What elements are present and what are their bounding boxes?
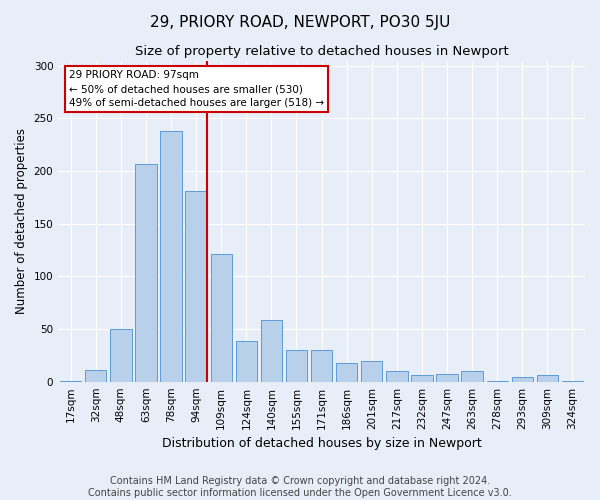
Bar bbox=[411, 376, 433, 382]
X-axis label: Distribution of detached houses by size in Newport: Distribution of detached houses by size … bbox=[162, 437, 481, 450]
Bar bbox=[487, 380, 508, 382]
Bar bbox=[336, 362, 358, 382]
Bar bbox=[211, 254, 232, 382]
Bar bbox=[136, 164, 157, 382]
Text: 29, PRIORY ROAD, NEWPORT, PO30 5JU: 29, PRIORY ROAD, NEWPORT, PO30 5JU bbox=[150, 15, 450, 30]
Bar bbox=[85, 370, 106, 382]
Bar bbox=[436, 374, 458, 382]
Y-axis label: Number of detached properties: Number of detached properties bbox=[15, 128, 28, 314]
Bar bbox=[236, 340, 257, 382]
Bar bbox=[386, 371, 407, 382]
Bar bbox=[110, 329, 131, 382]
Bar bbox=[160, 131, 182, 382]
Bar bbox=[261, 320, 282, 382]
Bar bbox=[512, 378, 533, 382]
Bar bbox=[286, 350, 307, 382]
Bar bbox=[361, 360, 382, 382]
Text: 29 PRIORY ROAD: 97sqm
← 50% of detached houses are smaller (530)
49% of semi-det: 29 PRIORY ROAD: 97sqm ← 50% of detached … bbox=[69, 70, 324, 108]
Bar bbox=[537, 376, 558, 382]
Bar bbox=[60, 380, 82, 382]
Bar bbox=[461, 371, 483, 382]
Title: Size of property relative to detached houses in Newport: Size of property relative to detached ho… bbox=[135, 45, 508, 58]
Bar bbox=[311, 350, 332, 382]
Text: Contains HM Land Registry data © Crown copyright and database right 2024.
Contai: Contains HM Land Registry data © Crown c… bbox=[88, 476, 512, 498]
Bar bbox=[562, 380, 583, 382]
Bar bbox=[185, 191, 207, 382]
